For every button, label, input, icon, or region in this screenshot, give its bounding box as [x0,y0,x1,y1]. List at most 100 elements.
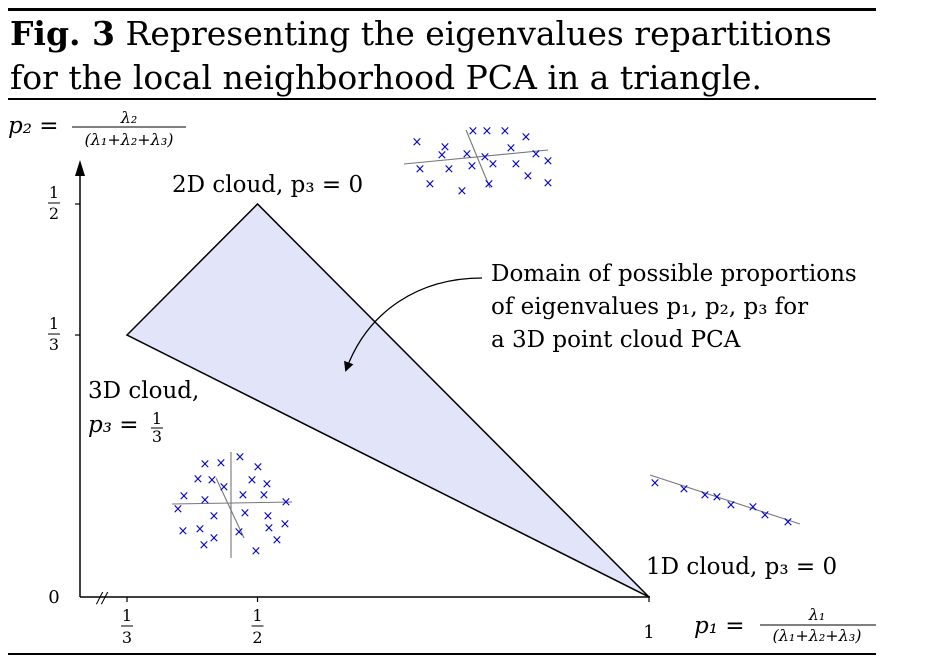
point-cloud-1d: × × × ×× ×× × [649,474,801,530]
x-axis-label: p₁ = λ₁ (λ₁+λ₂+λ₃) [694,605,876,645]
point-marker: × [216,456,227,471]
point-marker: × [748,500,759,515]
x-tick-label: 1 [643,622,654,643]
point-marker: × [543,154,554,169]
point-cloud-2d: × ×× × × ×× × ×× ×× × × × × ×× × ×× × [403,124,554,199]
point-marker: × [209,531,220,546]
x-tick-den: 3 [122,628,132,647]
point-marker: × [259,488,270,503]
x-axis-label-num: λ₁ [808,605,826,624]
annotation-line-2: of eigenvalues p₁, p₂, p₃ for [491,294,808,320]
principal-axis [465,129,491,189]
point-marker: × [193,472,204,487]
vertex-label-2d: 2D cloud, p₃ = 0 [172,172,363,198]
y-axis-arrowhead [75,160,85,176]
y-axis-label-num: λ₂ [120,108,138,127]
point-marker: × [262,477,273,492]
principal-axis [649,474,801,525]
point-marker: × [482,124,493,139]
point-marker: × [200,457,211,472]
point-marker: × [511,157,522,172]
point-marker: × [700,488,711,503]
point-marker: × [264,521,275,536]
y-tick-num: 1 [49,314,59,333]
bottom-rule [8,653,876,655]
point-marker: × [462,147,473,162]
x-tick-num: 1 [252,606,262,625]
point-marker: × [272,533,283,548]
caption-text: Representing the eigenvalues repartition… [10,14,832,97]
annotation-line-1: Domain of possible proportions [491,261,857,287]
point-marker: × [712,490,723,505]
point-marker: × [263,509,274,524]
vertex-label-3d: 3D cloud, p₃ = 1 3 [88,378,199,446]
point-marker: × [235,450,246,465]
vertex-label-1d: 1D cloud, p₃ = 0 [646,554,837,580]
point-marker: × [219,480,230,495]
domain-annotation: Domain of possible proportions of eigenv… [491,261,857,353]
x-tick-num: 1 [122,606,132,625]
point-marker: × [253,460,264,475]
y-tick-den: 3 [49,335,59,354]
point-marker: × [178,524,189,539]
y-tick-label: 0 [48,587,59,608]
annotation-arrow [344,277,483,372]
point-marker: × [484,177,495,192]
point-marker: × [523,169,534,184]
vertex-label-3d-line1: 3D cloud, [88,378,199,404]
point-marker: × [531,147,542,162]
vertex-label-3d-num: 1 [152,409,162,428]
figure-number: Fig. 3 [10,14,115,53]
point-marker: × [440,140,451,155]
point-marker: × [521,130,532,145]
y-ticks: 1 2 1 3 0 [48,183,80,608]
point-marker: × [444,162,455,177]
y-axis-label-lhs: p₂ = [8,113,59,139]
point-marker: × [412,135,423,150]
x-axis-label-den: (λ₁+λ₂+λ₃) [773,626,862,645]
point-marker: × [173,502,184,517]
point-marker: × [760,508,771,523]
point-marker: × [467,159,478,174]
point-marker: × [457,184,468,199]
figure-caption: Fig. 3 Representing the eigenvalues repa… [10,12,876,100]
principal-axis [171,501,293,505]
top-rule [8,8,876,11]
point-cloud-3d: × × ××× × × ××× × × × ×× × × ××× × × ××× ×× [171,450,293,559]
point-marker: × [179,489,190,504]
point-marker: × [783,515,794,530]
point-marker: × [488,157,499,172]
point-marker: × [415,162,426,177]
vertex-label-3d-lhs: p₃ = [88,412,139,438]
axis-break-mark: // [95,589,109,607]
y-tick-den: 2 [49,204,59,223]
x-tick-den: 2 [252,628,262,647]
point-marker: × [240,506,251,521]
point-marker: × [234,525,245,540]
point-marker: × [425,177,436,192]
principal-axis [403,149,549,165]
point-marker: × [247,473,258,488]
point-marker: × [468,124,479,139]
principal-axis [215,477,245,539]
domain-triangle [125,202,650,598]
caption-rule [8,98,876,100]
annotation-line-3: a 3D point cloud PCA [491,327,741,353]
point-marker: × [195,522,206,537]
point-marker: × [199,538,210,553]
y-axis-label-den: (λ₁+λ₂+λ₃) [85,130,174,149]
point-marker: × [200,493,211,508]
x-ticks: 1 3 1 2 1 [121,597,655,647]
point-marker: × [679,482,690,497]
point-marker: × [506,141,517,156]
point-marker: × [726,498,737,513]
x-axis-label-lhs: p₁ = [694,613,745,639]
point-marker: × [280,517,291,532]
point-marker: × [207,473,218,488]
point-marker: × [437,148,448,163]
point-marker: × [209,509,220,524]
point-marker: × [650,476,661,491]
y-tick-num: 1 [49,183,59,202]
